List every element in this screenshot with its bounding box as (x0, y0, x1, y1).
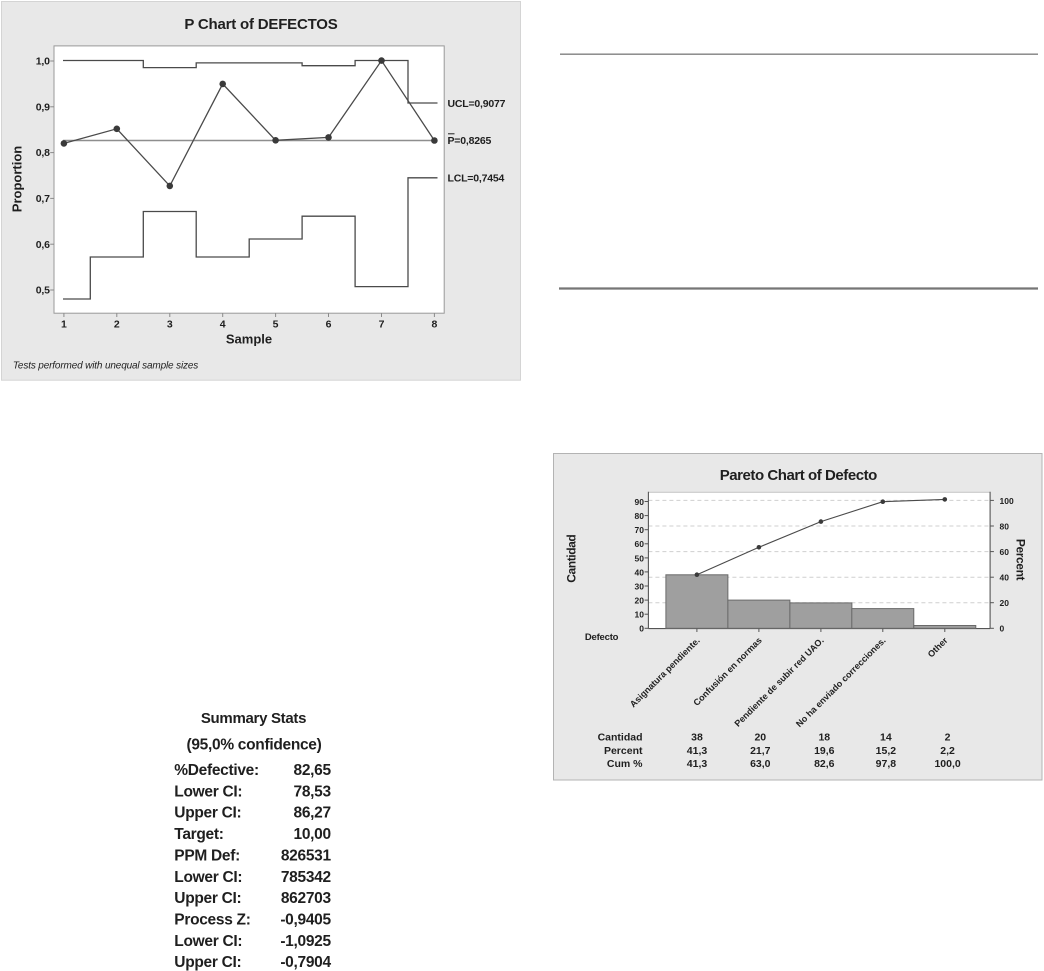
svg-text:P Chart of DEFECTOS: P Chart of DEFECTOS (184, 16, 337, 33)
svg-text:30: 30 (635, 581, 645, 591)
svg-text:0: 0 (639, 624, 644, 634)
svg-text:Lower CI:: Lower CI: (174, 933, 242, 950)
svg-text:0,7: 0,7 (36, 193, 50, 205)
svg-text:Cum %: Cum % (607, 758, 643, 770)
svg-text:100: 100 (1000, 496, 1014, 506)
svg-text:15,2: 15,2 (876, 745, 897, 757)
svg-text:Pareto Chart of Defecto: Pareto Chart of Defecto (720, 467, 877, 484)
svg-text:1: 1 (61, 319, 67, 331)
svg-text:P=0,8265: P=0,8265 (448, 135, 492, 147)
svg-text:Upper CI:: Upper CI: (174, 805, 241, 822)
svg-text:Lower CI:: Lower CI: (174, 783, 242, 800)
svg-text:0: 0 (1000, 624, 1005, 634)
svg-text:50: 50 (635, 553, 645, 563)
svg-text:0,6: 0,6 (36, 239, 50, 251)
svg-text:Percent: Percent (604, 745, 643, 757)
svg-text:PPM Def:: PPM Def: (174, 847, 240, 864)
svg-text:862703: 862703 (281, 890, 332, 907)
svg-text:Lower CI:: Lower CI: (174, 869, 242, 886)
svg-text:38: 38 (691, 732, 703, 744)
svg-text:20: 20 (635, 596, 645, 606)
svg-text:-0,7904: -0,7904 (280, 954, 331, 971)
svg-text:40: 40 (635, 567, 645, 577)
svg-text:14: 14 (880, 732, 892, 744)
svg-text:-0,9405: -0,9405 (280, 912, 331, 929)
svg-text:90: 90 (635, 497, 645, 507)
svg-text:70: 70 (635, 525, 645, 535)
svg-text:Process Z:: Process Z: (174, 912, 250, 929)
svg-text:86,27: 86,27 (294, 805, 331, 822)
svg-text:Upper CI:: Upper CI: (174, 954, 241, 971)
svg-text:Percent: Percent (1013, 539, 1027, 581)
svg-text:2,2: 2,2 (940, 745, 955, 757)
svg-text:80: 80 (635, 511, 645, 521)
svg-text:Upper CI:: Upper CI: (174, 890, 241, 907)
svg-text:3: 3 (167, 319, 173, 331)
svg-text:60: 60 (635, 539, 645, 549)
svg-text:63,0: 63,0 (750, 758, 771, 770)
svg-text:2: 2 (945, 732, 951, 744)
svg-text:40: 40 (1000, 573, 1010, 583)
svg-text:Cantidad: Cantidad (598, 732, 643, 744)
svg-text:60: 60 (1000, 547, 1010, 557)
svg-text:80: 80 (1000, 521, 1010, 531)
svg-text:785342: 785342 (281, 869, 331, 886)
svg-text:41,3: 41,3 (687, 745, 708, 757)
svg-text:Proportion: Proportion (10, 146, 25, 212)
svg-text:78,53: 78,53 (294, 783, 332, 800)
svg-text:20: 20 (1000, 598, 1010, 608)
svg-text:-1,0925: -1,0925 (280, 933, 331, 950)
svg-text:7: 7 (379, 319, 385, 331)
svg-text:0,9: 0,9 (36, 101, 50, 113)
svg-text:LCL=0,7454: LCL=0,7454 (448, 173, 505, 185)
svg-text:8: 8 (431, 319, 437, 331)
svg-text:1,0: 1,0 (36, 56, 50, 68)
svg-text:4: 4 (220, 319, 226, 331)
svg-text:Cantidad: Cantidad (565, 535, 579, 583)
svg-text:Defecto: Defecto (585, 632, 619, 643)
svg-text:Summary Stats: Summary Stats (201, 710, 306, 727)
svg-text:97,8: 97,8 (876, 758, 897, 770)
svg-text:6: 6 (326, 319, 332, 331)
svg-text:Tests performed with unequal s: Tests performed with unequal sample size… (13, 361, 198, 372)
svg-text:21,7: 21,7 (750, 745, 771, 757)
svg-text:10,00: 10,00 (294, 826, 331, 843)
svg-text:Target:: Target: (174, 826, 223, 843)
svg-text:41,3: 41,3 (687, 758, 708, 770)
svg-text:0,8: 0,8 (36, 147, 50, 159)
svg-text:82,65: 82,65 (294, 762, 332, 779)
svg-text:100,0: 100,0 (934, 758, 960, 770)
svg-text:18: 18 (818, 732, 830, 744)
svg-text:%Defective:: %Defective: (174, 762, 259, 779)
svg-text:19,6: 19,6 (814, 745, 835, 757)
svg-text:0,5: 0,5 (36, 285, 50, 297)
svg-text:Sample: Sample (226, 332, 272, 347)
svg-text:(95,0% confidence): (95,0% confidence) (186, 736, 321, 753)
svg-text:UCL=0,9077: UCL=0,9077 (448, 98, 506, 110)
svg-text:10: 10 (635, 610, 645, 620)
svg-text:82,6: 82,6 (814, 758, 835, 770)
svg-text:20: 20 (754, 732, 766, 744)
svg-text:2: 2 (114, 319, 120, 331)
svg-text:5: 5 (273, 319, 279, 331)
svg-text:826531: 826531 (281, 847, 332, 864)
